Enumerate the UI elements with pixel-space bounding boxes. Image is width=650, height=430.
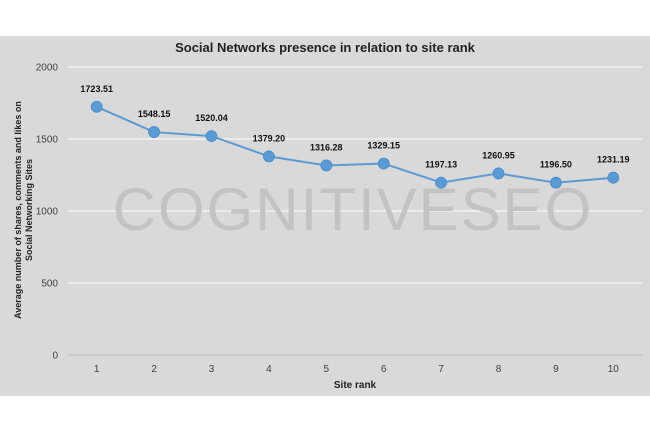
x-tick-label: 7 bbox=[438, 364, 444, 375]
y-tick-label: 1500 bbox=[36, 135, 59, 146]
x-tick-label: 8 bbox=[496, 364, 502, 375]
x-tick-label: 4 bbox=[266, 364, 272, 375]
y-tick-label: 2000 bbox=[36, 63, 59, 74]
x-tick-label: 3 bbox=[209, 364, 215, 375]
data-point bbox=[607, 171, 620, 184]
data-point bbox=[320, 159, 333, 172]
data-label: 1196.50 bbox=[540, 160, 572, 170]
x-axis-ticks: 1 2 3 4 5 6 7 8 9 10 bbox=[94, 364, 619, 375]
data-label: 1316.28 bbox=[310, 142, 343, 152]
chart-title: Social Networks presence in relation to … bbox=[175, 40, 476, 55]
data-label: 1231.19 bbox=[597, 155, 630, 165]
gridlines bbox=[68, 66, 642, 284]
x-tick-label: 6 bbox=[381, 364, 387, 375]
y-axis-title-line-1: Average number of shares, comments and l… bbox=[13, 101, 23, 319]
data-label: 1260.95 bbox=[482, 150, 515, 160]
x-tick-label: 2 bbox=[151, 364, 157, 375]
series-line bbox=[96, 105, 614, 184]
y-tick-label: 0 bbox=[52, 351, 58, 362]
watermark-text: COGNITIVESEO bbox=[113, 176, 594, 243]
data-points bbox=[90, 100, 620, 189]
data-point bbox=[205, 130, 218, 143]
data-point bbox=[492, 167, 505, 180]
chart-panel bbox=[0, 36, 650, 396]
data-point bbox=[550, 176, 562, 189]
data-labels: 1723.51 1548.15 1520.04 1379.20 1316.28 1329.… bbox=[80, 84, 629, 170]
y-axis-title-line-2: Social Networking Sites bbox=[24, 159, 34, 261]
y-axis-title: Average number of shares, comments and l… bbox=[13, 101, 34, 319]
data-point bbox=[435, 176, 448, 189]
data-label: 1197.13 bbox=[425, 160, 457, 170]
data-label: 1548.15 bbox=[138, 109, 171, 119]
x-tick-label: 1 bbox=[94, 364, 100, 375]
data-point bbox=[262, 150, 275, 163]
data-label: 1329.15 bbox=[367, 141, 400, 151]
x-axis-title: Site rank bbox=[334, 380, 377, 391]
data-label: 1520.04 bbox=[195, 113, 228, 123]
x-tick-label: 9 bbox=[553, 364, 559, 375]
y-tick-label: 500 bbox=[41, 279, 58, 290]
data-point bbox=[90, 100, 103, 113]
data-point bbox=[148, 126, 161, 138]
data-label: 1723.51 bbox=[80, 84, 113, 94]
x-tick-label: 5 bbox=[324, 364, 330, 375]
data-label: 1379.20 bbox=[253, 133, 286, 143]
data-point bbox=[377, 157, 390, 170]
y-tick-label: 1000 bbox=[36, 207, 59, 218]
y-axis-ticks: 0 500 1000 1500 2000 bbox=[36, 63, 59, 362]
x-tick-label: 10 bbox=[608, 364, 620, 375]
